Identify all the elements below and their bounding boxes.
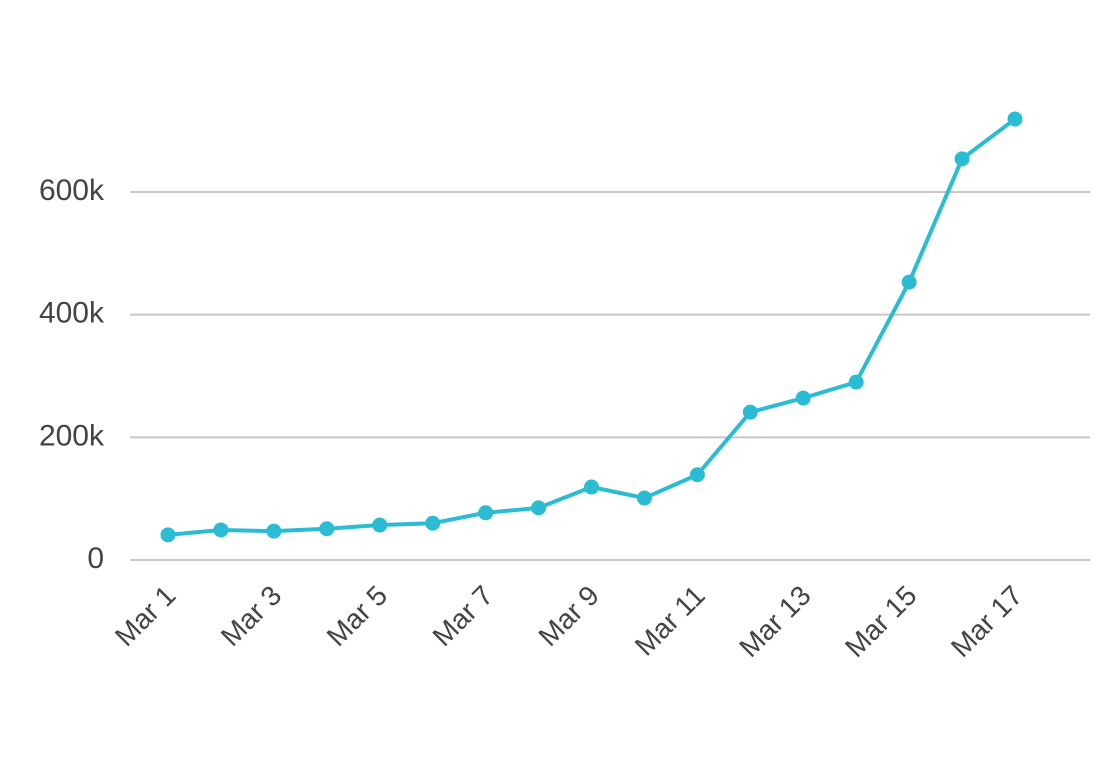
x-tick-label: Mar 11: [629, 580, 711, 662]
point: [848, 374, 864, 390]
point: [478, 505, 494, 521]
point: [689, 467, 705, 483]
point: [636, 490, 652, 506]
x-tick-label: Mar 7: [427, 580, 500, 653]
point: [1007, 111, 1023, 127]
x-tick-label: Mar 17: [945, 580, 1029, 664]
point: [160, 527, 176, 543]
x-tick-label: Mar 15: [839, 580, 923, 664]
y-tick-label: 400k: [39, 297, 105, 330]
x-tick-label: Mar 5: [321, 580, 394, 653]
y-tick-label: 0: [87, 542, 104, 575]
x-tick-label: Mar 1: [109, 580, 182, 653]
point: [742, 404, 758, 420]
x-tick-label: Mar 3: [215, 580, 288, 653]
point: [584, 479, 599, 495]
x-tick-label: Mar 9: [532, 580, 605, 653]
line: [167, 117, 1017, 537]
point: [266, 523, 282, 539]
point: [319, 521, 335, 537]
point: [372, 517, 388, 533]
y-tick-label: 200k: [39, 419, 105, 452]
y-tick-label: 600k: [39, 174, 105, 207]
x-tick-label: Mar 13: [733, 580, 817, 664]
point: [954, 151, 970, 167]
point: [795, 390, 811, 406]
point: [425, 515, 441, 531]
point: [901, 274, 917, 290]
point: [531, 500, 547, 516]
point: [213, 522, 229, 538]
